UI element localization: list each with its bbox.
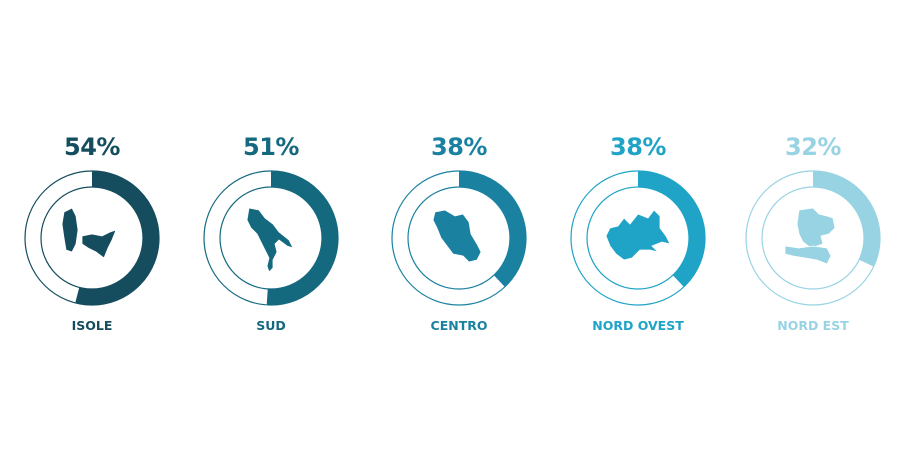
central-italy-map-icon — [432, 209, 482, 263]
value-label: 54% — [64, 133, 120, 161]
value-label: 38% — [610, 133, 666, 161]
donut-value-arc — [392, 171, 526, 305]
value-label: 51% — [243, 133, 299, 161]
northeast-italy-map-icon — [784, 207, 836, 265]
donut-ring — [203, 170, 339, 306]
category-label: NORD OVEST — [592, 318, 684, 333]
donut-ring — [391, 170, 527, 306]
category-label: NORD EST — [777, 318, 849, 333]
southern-italy-map-icon — [246, 207, 294, 273]
category-label: SUD — [256, 318, 286, 333]
category-label: ISOLE — [71, 318, 113, 333]
category-label: CENTRO — [430, 318, 488, 333]
value-label: 38% — [431, 133, 487, 161]
donut-ring — [745, 170, 881, 306]
sardinia-sicily-map-icon — [61, 207, 117, 259]
value-label: 32% — [785, 133, 841, 161]
donut-value-arc — [25, 171, 159, 305]
donut-value-arc — [746, 171, 880, 305]
donut-value-arc — [204, 171, 338, 305]
donut-ring — [570, 170, 706, 306]
donut-ring — [24, 170, 160, 306]
donut-value-arc — [571, 171, 705, 305]
northwest-italy-map-icon — [605, 209, 671, 261]
